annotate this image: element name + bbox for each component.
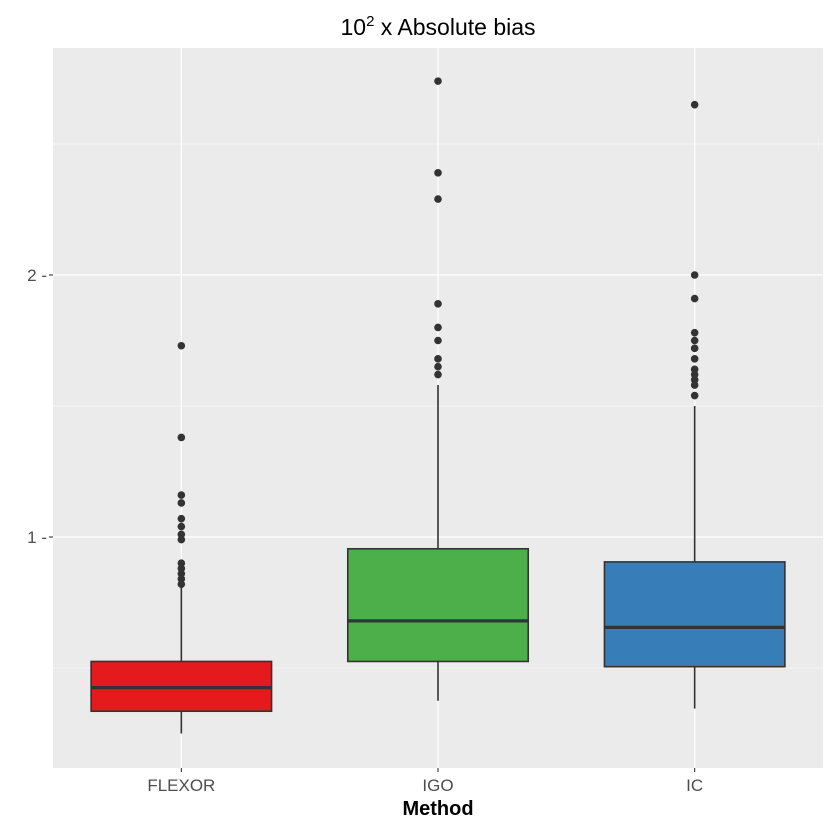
x-tick-label: IGO xyxy=(422,776,453,795)
box-flexor xyxy=(90,341,273,734)
outlier-point xyxy=(177,530,186,539)
chart-title-rest: x Absolute bias xyxy=(374,14,535,40)
box-rect xyxy=(603,561,786,668)
box-ic xyxy=(603,100,786,709)
outlier-point xyxy=(177,569,186,578)
outlier-point xyxy=(177,499,186,507)
chart-title-base: 10 xyxy=(340,14,366,40)
outlier-point xyxy=(690,381,699,389)
chart-title-exponent: 2 xyxy=(366,13,374,30)
y-axis: 1 - 2 - xyxy=(27,266,53,547)
outlier-point xyxy=(177,564,186,573)
y-tick-label: 1 - xyxy=(27,528,47,547)
outlier-point xyxy=(690,370,699,379)
outlier-point xyxy=(690,344,699,353)
outlier-point xyxy=(177,580,186,588)
outlier-point xyxy=(690,391,699,400)
outlier-point xyxy=(434,169,442,177)
outlier-point xyxy=(177,341,186,350)
outlier-point xyxy=(434,355,442,363)
outlier-point xyxy=(177,522,186,531)
outlier-point xyxy=(177,433,186,442)
outlier-point xyxy=(690,294,699,303)
outlier-point xyxy=(434,362,442,371)
y-tick-label: 2 - xyxy=(27,266,47,285)
x-tick-label: IC xyxy=(686,776,703,795)
outlier-point xyxy=(690,336,699,345)
outlier-point xyxy=(690,100,699,109)
outlier-point xyxy=(434,195,442,203)
outlier-point xyxy=(177,559,186,567)
outlier-point xyxy=(690,355,699,363)
outlier-point xyxy=(690,365,699,374)
outlier-point xyxy=(177,535,186,544)
outlier-point xyxy=(177,575,186,583)
outlier-point xyxy=(177,514,186,523)
outlier-point xyxy=(434,336,442,345)
outlier-point xyxy=(434,77,442,85)
boxes-layer xyxy=(90,77,786,734)
chart-title: 102 x Absolute bias xyxy=(340,13,535,40)
x-axis: FLEXOR IGO IC xyxy=(147,768,703,795)
outlier-point xyxy=(177,491,186,499)
box-igo xyxy=(346,77,530,701)
x-tick-label: FLEXOR xyxy=(147,776,215,795)
outlier-point xyxy=(690,271,699,279)
outlier-point xyxy=(690,328,699,337)
outlier-point xyxy=(434,323,442,332)
box-rect xyxy=(346,547,530,663)
outlier-point xyxy=(434,370,442,379)
x-axis-title: Method xyxy=(402,798,473,820)
outlier-point xyxy=(690,376,699,384)
outlier-point xyxy=(434,300,442,308)
